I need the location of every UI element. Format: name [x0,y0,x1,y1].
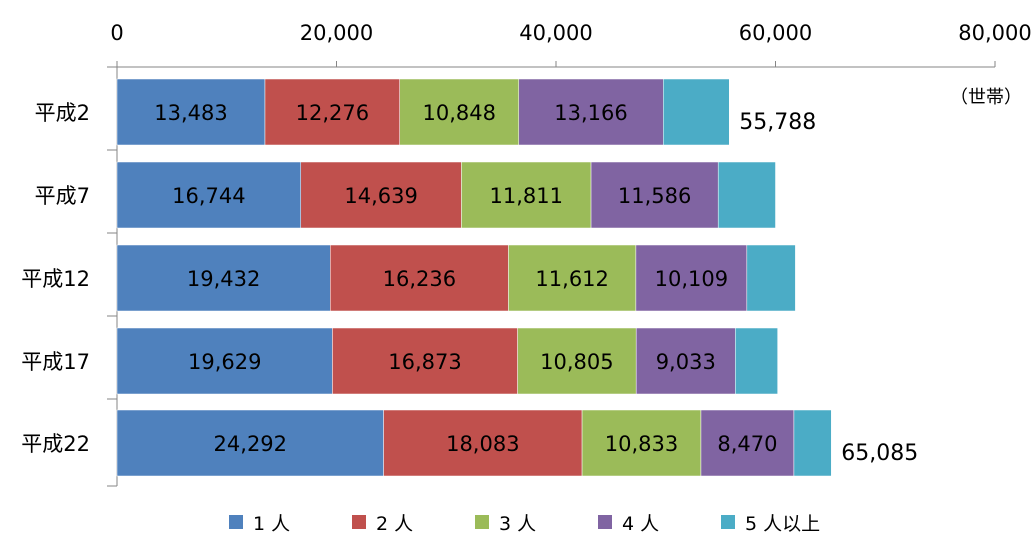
bar-segment [635,244,748,312]
x-axis: 0 20,000 40,000 60,000 80,000 [107,21,1032,487]
bar-segment [300,161,462,229]
legend-entry: 2 人 [376,513,413,535]
segment-data-label: 10,833 [605,432,678,456]
segment-data-label: 10,805 [540,350,613,374]
total-label: 55,788 [739,110,816,135]
bar-segment [116,409,384,477]
bar-segment [330,244,509,312]
bar-segment [590,161,719,229]
category-label: 平成17 [21,350,90,374]
unit-label: （世帯） [950,87,1022,108]
bar-segment [746,244,796,312]
legend-swatch [475,515,489,529]
category-label: 平成7 [35,184,90,208]
bar-segment [518,78,664,146]
segment-data-label: 11,612 [535,267,608,291]
bar-segment [116,78,266,146]
bar-segment [264,78,400,146]
labels: （世帯） 平成2 13,483 12,276 10,848 13,166 55,788 平成7… [21,87,1022,466]
bars [116,78,832,477]
bar-segment [383,409,583,477]
bar-segment [461,161,592,229]
legend-entry: 5 人以上 [745,513,820,535]
segment-data-label: 8,470 [717,432,777,456]
x-tick-label: 20,000 [300,21,373,45]
bar-segment [700,409,795,477]
segment-data-label: 16,744 [172,184,245,208]
legend-swatch [598,515,612,529]
segment-data-label: 13,166 [554,101,627,125]
segment-data-label: 19,629 [188,350,261,374]
legend-entry: 3 人 [499,513,536,535]
segment-data-label: 10,109 [655,267,728,291]
legend-swatch [721,515,735,529]
bar-segment [635,327,736,395]
segment-data-label: 10,848 [422,101,495,125]
segment-data-label: 12,276 [296,101,369,125]
legend-swatch [229,515,243,529]
bar-segment [508,244,637,312]
bar-segment [116,327,333,395]
segment-data-label: 13,483 [154,101,227,125]
segment-data-label: 16,236 [383,267,456,291]
segment-data-label: 16,873 [388,350,461,374]
legend: 1 人 2 人 3 人 4 人 5 人以上 [229,513,820,535]
segment-data-label: 11,586 [618,184,691,208]
segment-data-label: 14,639 [344,184,417,208]
x-tick-label: 80,000 [958,21,1031,45]
bar-segment [663,78,730,146]
x-tick-label: 40,000 [519,21,592,45]
bar-segment [332,327,518,395]
bar-segment [116,161,302,229]
legend-entry: 4 人 [622,513,659,535]
segment-data-label: 19,432 [187,267,260,291]
bar-segment [793,409,832,477]
bar-segment [735,327,778,395]
legend-entry: 1 人 [253,513,290,535]
legend-swatch [352,515,366,529]
x-tick-label: 0 [110,21,123,45]
segment-data-label: 9,033 [656,350,716,374]
segment-data-label: 18,083 [446,432,519,456]
segment-data-label: 11,811 [489,184,562,208]
bar-segment [581,409,702,477]
category-label: 平成12 [21,267,90,291]
x-tick-label: 60,000 [739,21,812,45]
category-label: 平成22 [21,432,90,456]
total-label: 65,085 [841,441,918,466]
bar-segment [116,244,331,312]
bar-segment [517,327,637,395]
category-label: 平成2 [35,101,90,125]
bar-segment [717,161,776,229]
segment-data-label: 24,292 [214,432,287,456]
